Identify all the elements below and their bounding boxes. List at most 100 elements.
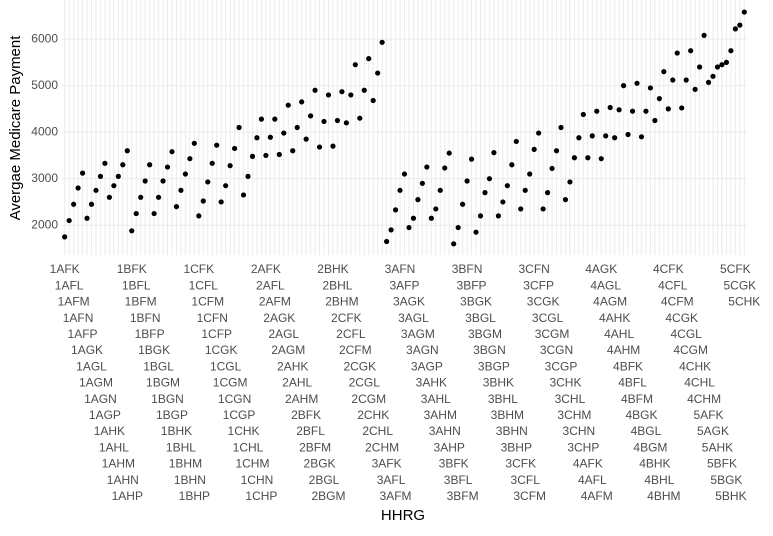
x-tick-label: 4CGL [671, 327, 703, 341]
point [205, 179, 211, 185]
x-tick-label: 4BHM [647, 489, 680, 503]
point [437, 187, 443, 193]
point [419, 180, 425, 186]
point [500, 199, 506, 205]
point [741, 9, 747, 15]
point [732, 26, 738, 32]
point [111, 183, 117, 189]
x-tick-label: 2BHM [325, 295, 358, 309]
point [231, 145, 238, 152]
point [679, 105, 685, 111]
point [223, 183, 229, 189]
x-tick-label: 4AFL [578, 473, 607, 487]
point [536, 130, 542, 136]
x-tick-label: 1CFM [191, 295, 224, 309]
point [482, 190, 488, 196]
x-tick-label: 3AGM [401, 327, 435, 341]
point [585, 155, 591, 161]
x-tick-label: 4BGK [625, 408, 657, 422]
x-tick-label: 1AHL [99, 440, 129, 454]
point [665, 106, 671, 112]
x-tick-label: 1BFM [125, 295, 157, 309]
x-tick-label: 3CGK [527, 295, 560, 309]
x-tick-label: 3BGP [478, 359, 510, 373]
point [688, 48, 694, 54]
x-tick-label: 1AFP [68, 327, 98, 341]
point [504, 183, 510, 189]
x-tick-label: 3BFL [444, 473, 473, 487]
point [594, 108, 600, 114]
point [531, 146, 537, 152]
point [361, 87, 367, 93]
point [661, 69, 667, 75]
point [164, 164, 171, 170]
point [66, 217, 72, 224]
point [88, 201, 95, 207]
x-tick-label: 1CFN [197, 311, 228, 325]
x-tick-label: 1BFK [117, 262, 147, 276]
x-tick-label: 4AGL [590, 278, 621, 292]
x-tick-label: 2AGM [271, 343, 305, 357]
point [544, 190, 551, 196]
x-tick-label: 3CHP [567, 440, 599, 454]
point [509, 162, 515, 168]
x-tick-label: 1BHP [179, 489, 210, 503]
point [75, 185, 81, 191]
point [182, 171, 189, 177]
point [424, 164, 430, 170]
point [330, 143, 336, 149]
point [598, 156, 604, 162]
point [477, 213, 484, 219]
point [254, 135, 260, 141]
x-tick-label: 2BFL [296, 424, 325, 438]
point [325, 92, 332, 98]
x-tick-label: 3CGM [535, 327, 570, 341]
x-tick-label: 4BGM [633, 440, 667, 454]
point [464, 178, 470, 184]
point [629, 108, 636, 114]
point [486, 176, 493, 182]
point [433, 206, 439, 212]
x-tick-label: 3BHP [501, 440, 532, 454]
point [549, 165, 555, 172]
x-tick-label: 3AHL [421, 392, 451, 406]
point [276, 151, 282, 158]
point [683, 77, 689, 83]
point [71, 201, 77, 207]
x-tick-label: 4BFK [613, 359, 643, 373]
x-tick-label: 1AHP [112, 489, 143, 503]
point [625, 131, 631, 138]
point [643, 108, 649, 114]
point [263, 152, 269, 159]
point [169, 149, 175, 155]
point [638, 134, 645, 140]
point [151, 210, 157, 217]
point [267, 134, 273, 140]
x-tick-label: 4BHK [639, 457, 670, 471]
x-axis-title: HHRG [381, 507, 425, 524]
point [102, 160, 108, 166]
x-tick-label: 3BGL [465, 311, 496, 325]
point [84, 215, 90, 221]
x-tick-label: 3BFP [457, 278, 487, 292]
point [249, 153, 256, 159]
x-tick-label: 4CGM [673, 343, 708, 357]
point [620, 83, 627, 89]
x-tick-label: 4AFM [581, 489, 613, 503]
point [308, 113, 314, 119]
x-tick-label: 2AHM [285, 392, 318, 406]
x-tick-label: 3CFN [518, 262, 549, 276]
x-tick-label: 1BHM [169, 457, 202, 471]
x-tick-label: 2CHM [365, 440, 399, 454]
x-tick-label: 3AHP [434, 440, 465, 454]
point [719, 62, 725, 68]
y-tick-label: 3000 [31, 171, 58, 185]
x-tick-label: 5AHK [702, 440, 733, 454]
x-tick-label: 1AGM [79, 376, 113, 390]
x-tick-label: 5BFK [707, 457, 737, 471]
y-tick-label: 2000 [31, 217, 58, 231]
x-tick-label: 1BFN [130, 311, 161, 325]
point [723, 59, 730, 65]
point [93, 187, 99, 193]
point [294, 124, 300, 131]
